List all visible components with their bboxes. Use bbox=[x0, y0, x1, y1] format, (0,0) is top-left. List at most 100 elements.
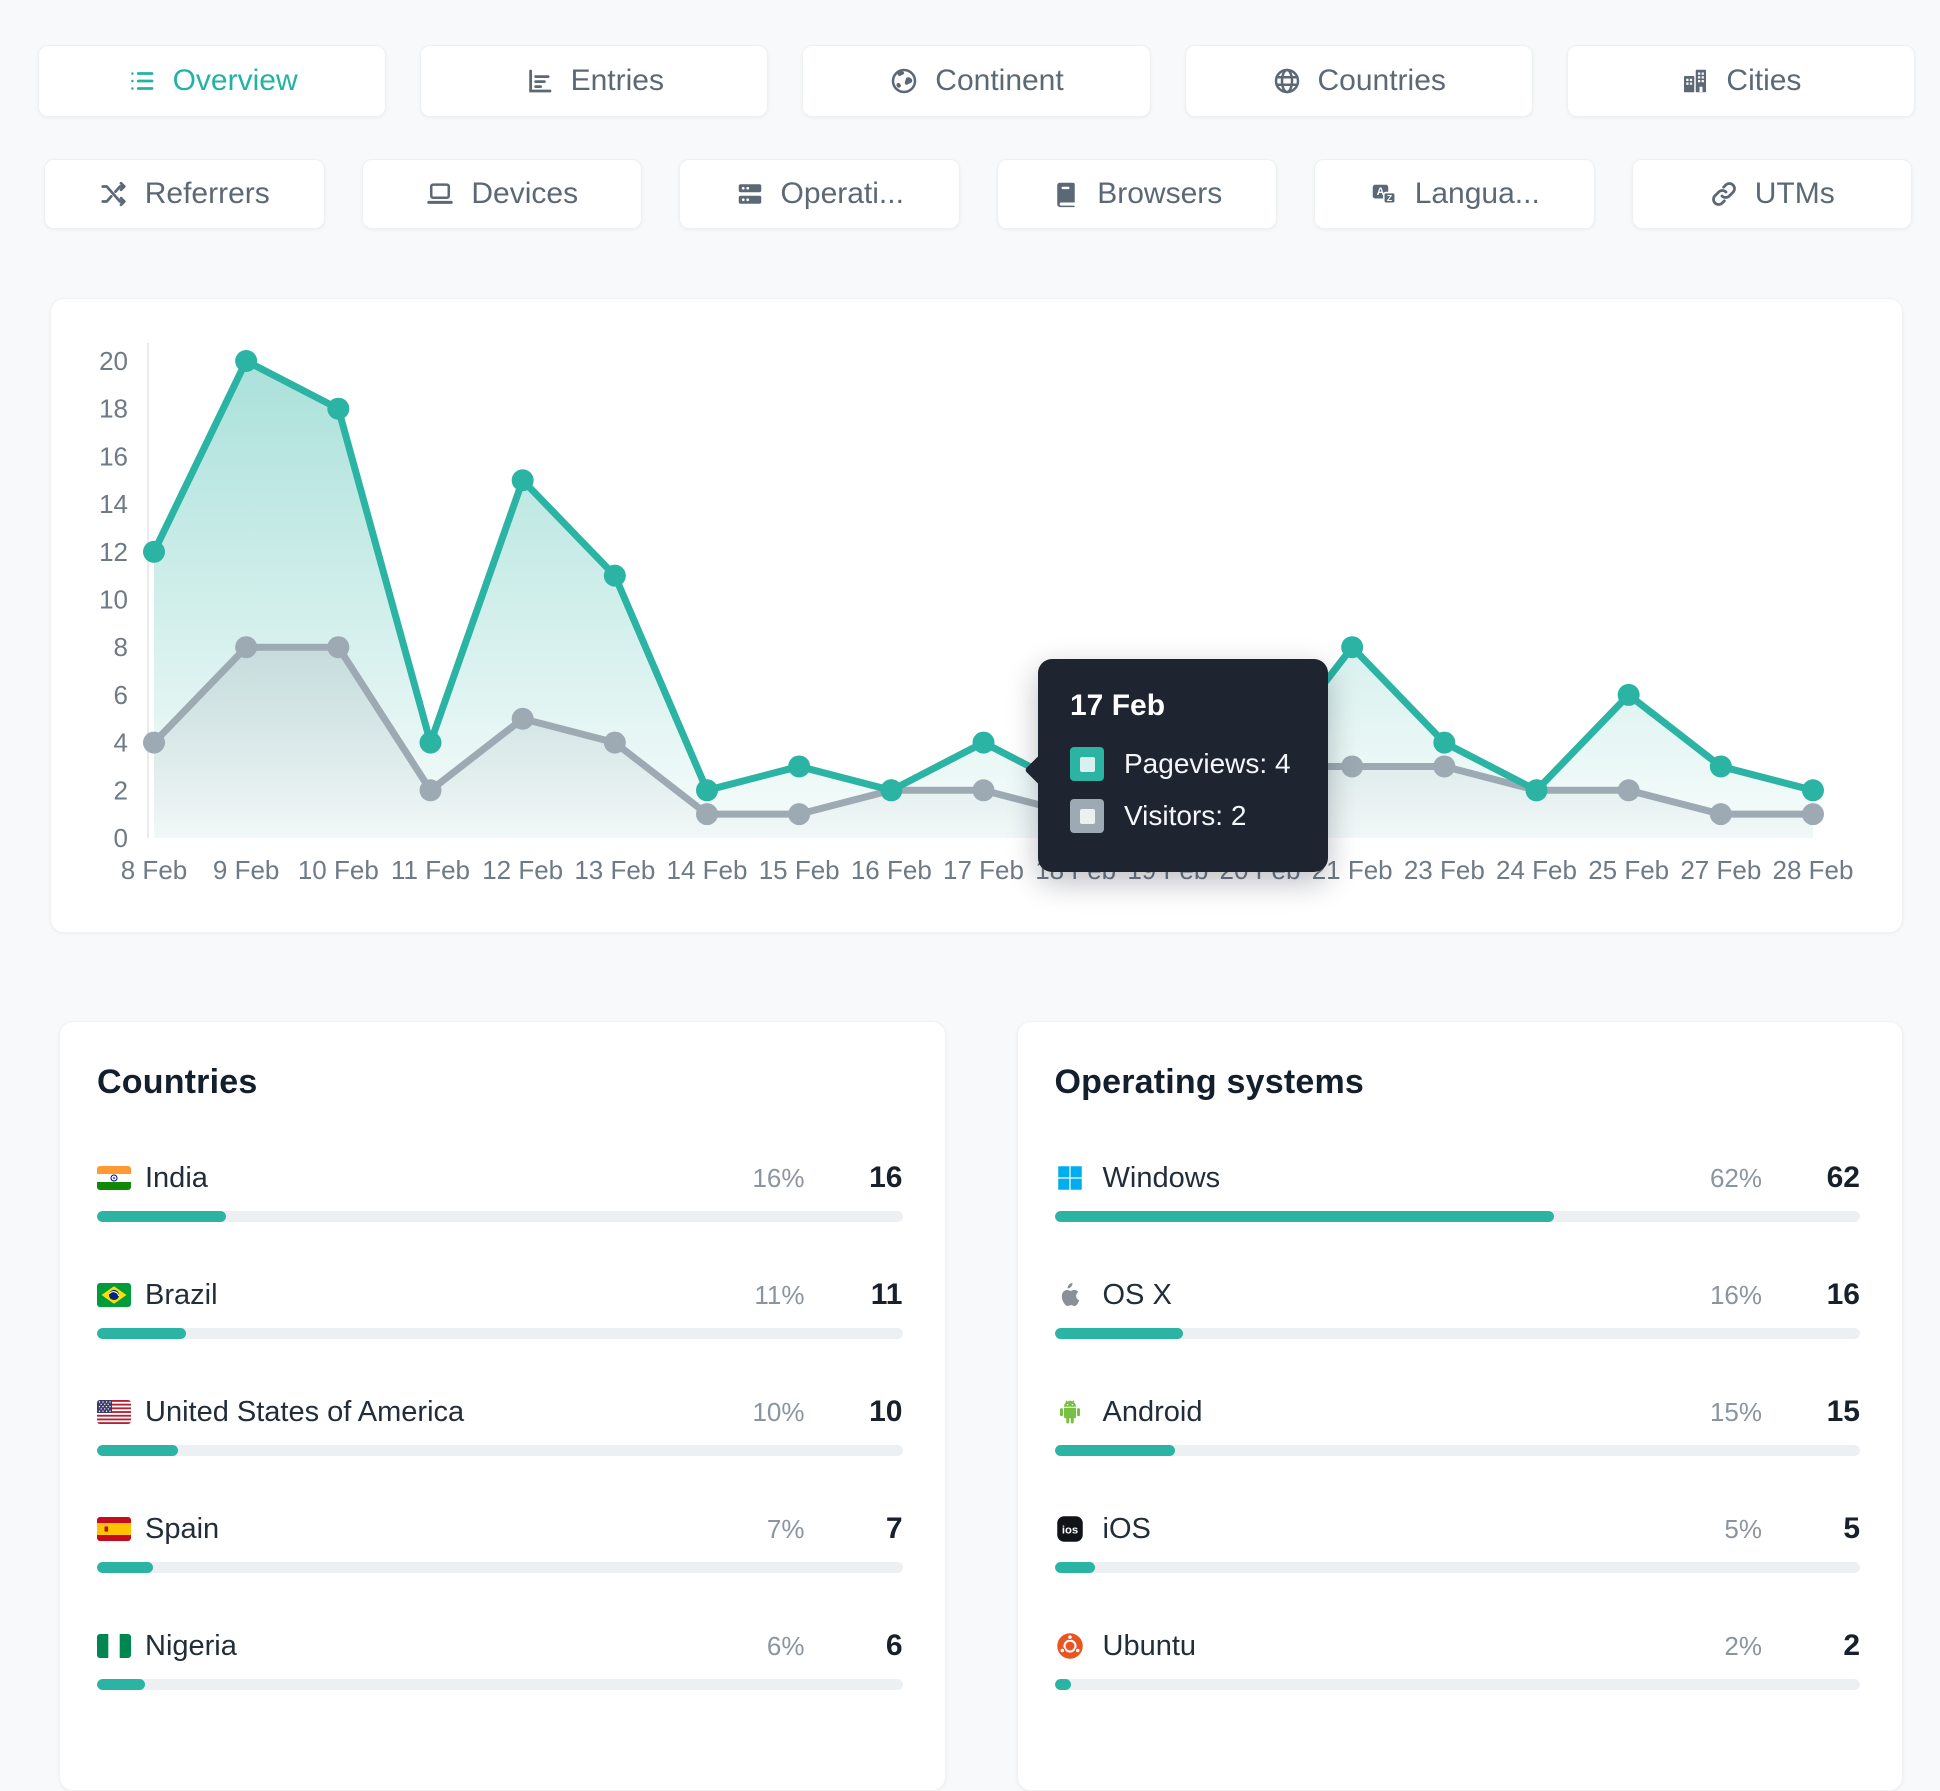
svg-text:8: 8 bbox=[114, 632, 128, 662]
android-icon bbox=[1055, 1397, 1089, 1427]
progress-bar bbox=[97, 1562, 903, 1573]
laptop-icon bbox=[425, 179, 455, 209]
buildings-icon bbox=[1680, 66, 1710, 96]
stat-label: OS X bbox=[1102, 1278, 1172, 1311]
tab-row-primary: Overview Entries Continent Countries Cities bbox=[0, 45, 1940, 117]
windows-icon bbox=[1055, 1163, 1089, 1193]
traffic-chart-card: 0 2 4 6 8 10 12 14 16 18 20 8 Feb 9 Feb 10 Feb 11 Feb 1… bbox=[50, 298, 1903, 933]
operating-system-row[interactable]: Ubuntu 2% 2 bbox=[1054, 1624, 1860, 1690]
country-row[interactable]: Spain 7% 7 bbox=[97, 1507, 903, 1573]
tab-operati[interactable]: Operati... bbox=[679, 159, 960, 229]
country-row[interactable]: Brazil 11% 11 bbox=[97, 1273, 903, 1339]
stat-count: 6 bbox=[885, 1629, 903, 1662]
globe-icon bbox=[1272, 66, 1302, 96]
tab-continent[interactable]: Continent bbox=[802, 45, 1151, 117]
tab-langua[interactable]: A Z Langua... bbox=[1314, 159, 1595, 229]
tab-countries[interactable]: Countries bbox=[1184, 45, 1533, 117]
progress-bar bbox=[1054, 1445, 1860, 1456]
stat-percent: 62% bbox=[1709, 1162, 1762, 1193]
tab-overview[interactable]: Overview bbox=[38, 45, 387, 117]
svg-text:A: A bbox=[1376, 186, 1384, 198]
stat-label: Spain bbox=[145, 1512, 220, 1545]
traffic-line-chart[interactable]: 0 2 4 6 8 10 12 14 16 18 20 8 Feb 9 Feb 10 Feb 11 Feb 1… bbox=[51, 299, 1902, 932]
tab-label: Langua... bbox=[1414, 177, 1540, 210]
list-icon bbox=[127, 66, 157, 96]
svg-text:0: 0 bbox=[114, 823, 128, 853]
stat-percent: 15% bbox=[1709, 1396, 1762, 1427]
flag-usa bbox=[97, 1397, 131, 1427]
chart-tooltip: 17 Feb Pageviews: 4 Visitors: 2 bbox=[1038, 659, 1328, 872]
progress-bar bbox=[97, 1679, 903, 1690]
earth-icon bbox=[889, 66, 919, 96]
svg-text:16: 16 bbox=[99, 441, 128, 471]
stat-percent: 16% bbox=[752, 1162, 805, 1193]
countries-panel: Countries India 16% 16 Brazil 11% 11 United St… bbox=[59, 1021, 946, 1791]
progress-bar bbox=[97, 1445, 903, 1456]
stat-label: Brazil bbox=[145, 1278, 218, 1311]
series-swatch bbox=[1070, 799, 1104, 833]
tab-label: Countries bbox=[1317, 64, 1446, 97]
tooltip-series-row: Pageviews: 4 bbox=[1070, 747, 1298, 781]
tab-label: Devices bbox=[471, 177, 579, 210]
operating-system-row[interactable]: OS X 16% 16 bbox=[1054, 1273, 1860, 1339]
country-row[interactable]: United States of America 10% 10 bbox=[97, 1390, 903, 1456]
tab-label: Overview bbox=[172, 64, 298, 97]
tab-label: Operati... bbox=[780, 177, 904, 210]
svg-text:6: 6 bbox=[114, 680, 128, 710]
svg-text:20: 20 bbox=[99, 346, 128, 376]
svg-text:14 Feb: 14 Feb bbox=[667, 855, 748, 885]
stat-label: Android bbox=[1102, 1395, 1203, 1428]
progress-bar bbox=[1054, 1211, 1860, 1222]
tab-label: UTMs bbox=[1754, 177, 1835, 210]
stat-count: 16 bbox=[869, 1161, 903, 1194]
tab-devices[interactable]: Devices bbox=[361, 159, 642, 229]
svg-text:15 Feb: 15 Feb bbox=[759, 855, 840, 885]
country-row[interactable]: Nigeria 6% 6 bbox=[97, 1624, 903, 1690]
tab-referrers[interactable]: Referrers bbox=[44, 159, 325, 229]
stat-count: 62 bbox=[1826, 1161, 1860, 1194]
svg-text:Z: Z bbox=[1387, 193, 1392, 203]
stat-count: 7 bbox=[885, 1512, 903, 1545]
operating-systems-panel-title: Operating systems bbox=[1054, 1063, 1365, 1101]
stat-count: 2 bbox=[1843, 1629, 1860, 1662]
tab-entries[interactable]: Entries bbox=[420, 45, 769, 117]
tab-browsers[interactable]: Browsers bbox=[996, 159, 1277, 229]
shuffle-icon bbox=[99, 179, 129, 209]
operating-system-row[interactable]: Windows 62% 62 bbox=[1054, 1156, 1860, 1222]
tab-label: Referrers bbox=[144, 177, 270, 210]
flag-india bbox=[97, 1163, 131, 1193]
stat-percent: 6% bbox=[766, 1630, 805, 1661]
stat-percent: 10% bbox=[752, 1396, 805, 1427]
server-icon bbox=[735, 179, 765, 209]
svg-text:25 Feb: 25 Feb bbox=[1588, 855, 1669, 885]
tooltip-date: 17 Feb bbox=[1070, 689, 1166, 722]
stat-label: India bbox=[145, 1161, 208, 1194]
country-row[interactable]: India 16% 16 bbox=[97, 1156, 903, 1222]
stat-percent: 7% bbox=[766, 1513, 805, 1544]
operating-systems-panel: Operating systems Windows 62% 62 OS X 16% 16 A… bbox=[1016, 1021, 1903, 1791]
svg-text:12 Feb: 12 Feb bbox=[482, 855, 563, 885]
tab-utms[interactable]: UTMs bbox=[1631, 159, 1912, 229]
tab-cities[interactable]: Cities bbox=[1566, 45, 1916, 117]
svg-text:12: 12 bbox=[99, 537, 128, 567]
svg-text:2: 2 bbox=[114, 775, 128, 805]
stat-count: 15 bbox=[1826, 1395, 1860, 1428]
svg-text:11 Feb: 11 Feb bbox=[391, 855, 470, 885]
progress-bar bbox=[1054, 1562, 1860, 1573]
svg-text:17 Feb: 17 Feb bbox=[943, 855, 1024, 885]
tab-label: Entries bbox=[570, 64, 664, 97]
tab-label: Cities bbox=[1726, 64, 1802, 97]
stat-label: Nigeria bbox=[145, 1629, 237, 1662]
analytics-dashboard: Overview Entries Continent Countries Cities … bbox=[0, 0, 1940, 1718]
bar-chart-icon bbox=[525, 66, 555, 96]
svg-text:28 Feb: 28 Feb bbox=[1773, 855, 1854, 885]
apple-icon bbox=[1055, 1280, 1089, 1310]
svg-text:27 Feb: 27 Feb bbox=[1680, 855, 1761, 885]
operating-system-row[interactable]: ios iOS 5% 5 bbox=[1054, 1507, 1860, 1573]
operating-system-row[interactable]: Android 15% 15 bbox=[1054, 1390, 1860, 1456]
tab-row-secondary: Referrers Devices Operati... Browsers A Z Lang… bbox=[0, 159, 1940, 229]
tab-label: Browsers bbox=[1097, 177, 1223, 210]
stat-count: 11 bbox=[870, 1278, 903, 1311]
countries-panel-title: Countries bbox=[97, 1063, 258, 1101]
